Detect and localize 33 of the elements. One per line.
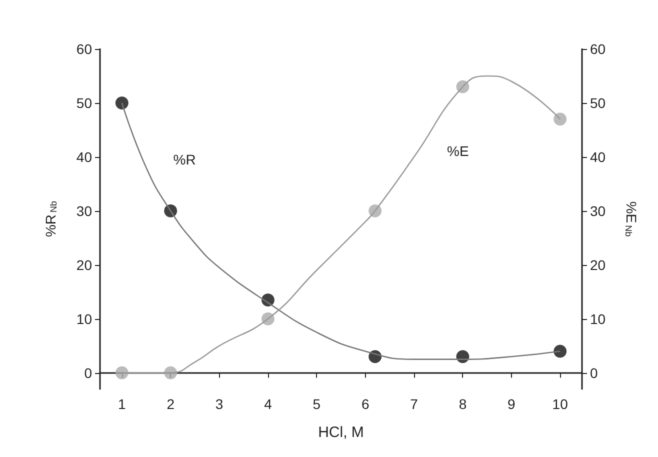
x-axis-title: HCl, M <box>318 424 364 441</box>
x-tick-label: 2 <box>166 396 175 412</box>
y2-tick-label: 10 <box>590 310 606 327</box>
y-tick-label: 10 <box>76 310 92 327</box>
y2-axis-title: %ENb <box>624 201 640 237</box>
x-tick-label: 10 <box>552 396 568 412</box>
y-tick-label: 40 <box>76 148 92 165</box>
y-tick-label: 60 <box>76 41 92 57</box>
y-tick-label: 0 <box>84 364 92 381</box>
x-tick-label: 6 <box>361 396 370 412</box>
y-tick-label: 50 <box>76 94 92 111</box>
x-tick-label: 7 <box>410 396 418 412</box>
x-tick-label: 4 <box>264 396 272 412</box>
y2-tick-label: 30 <box>590 202 606 219</box>
y2-tick-label: 50 <box>590 94 606 111</box>
y2-tick-label: 60 <box>590 41 606 57</box>
series-label: %R <box>173 152 196 168</box>
y2-tick-label: 40 <box>590 148 606 165</box>
x-tick-label: 1 <box>118 396 126 412</box>
y-axis-title: %RNb <box>42 200 58 238</box>
point <box>554 112 567 126</box>
x-tick-label: 8 <box>458 396 467 412</box>
point <box>115 366 128 380</box>
y2-tick-label: 0 <box>590 364 598 381</box>
point <box>554 344 567 358</box>
x-tick-label: 3 <box>215 396 224 412</box>
point <box>115 96 128 110</box>
x-tick-label: 9 <box>508 396 516 412</box>
y2-tick-label: 20 <box>590 256 606 273</box>
y-tick-label: 30 <box>76 202 92 219</box>
series-label: %E <box>447 142 469 159</box>
x-tick-label: 5 <box>312 396 321 412</box>
y-tick-label: 20 <box>76 256 92 273</box>
